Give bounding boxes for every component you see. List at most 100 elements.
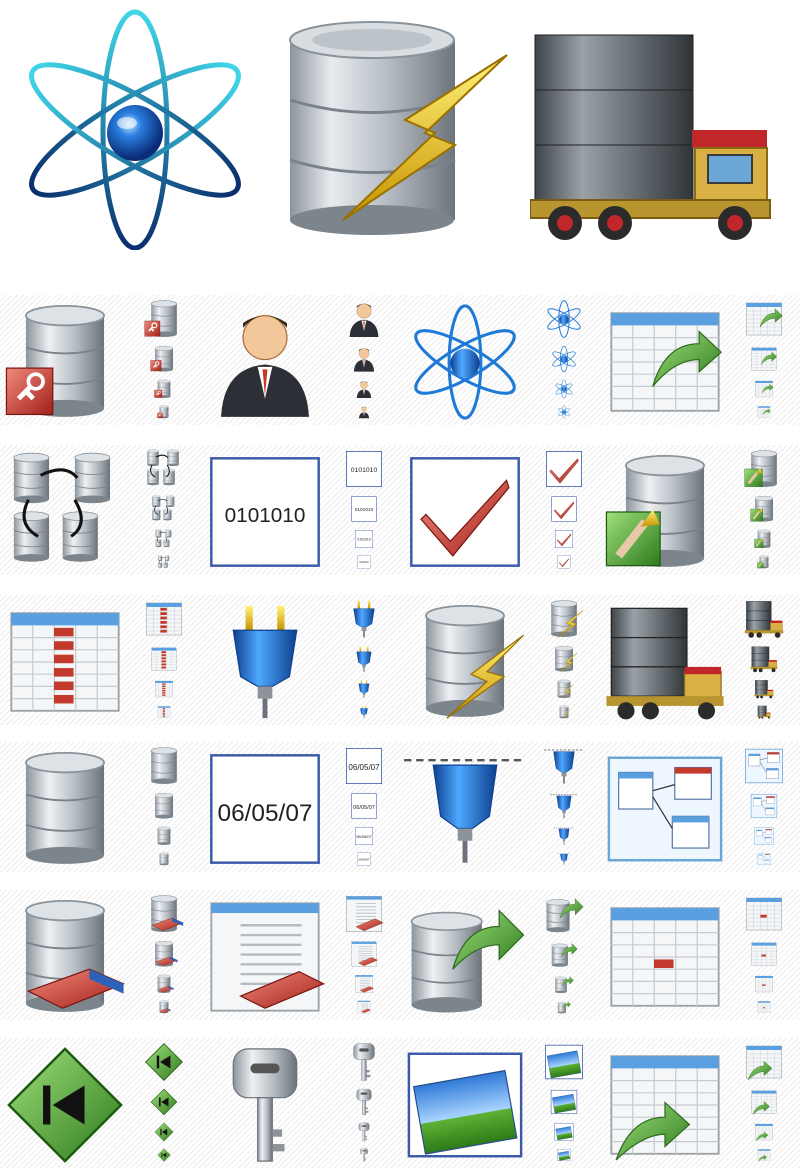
icon-cell: [600, 742, 800, 872]
key-icon: [232, 1048, 298, 1162]
table-column-icon: [155, 680, 173, 698]
icon-cell: [0, 890, 200, 1020]
database-lightning-icon: [559, 705, 571, 719]
binary-field-icon: 0101010: [351, 496, 377, 522]
icon-cell: [0, 1038, 200, 1168]
icon-cell: 06/05/07 06/05/07 06/05/07: [200, 742, 400, 872]
database-export-icon: [557, 1001, 571, 1014]
database-connect-icon: [757, 555, 769, 569]
checkbox-checked-icon: [557, 555, 571, 569]
database-icon: [157, 826, 171, 845]
calendar-table-icon: [610, 907, 720, 1007]
table-column-icon: [157, 706, 171, 718]
user-business-icon: [221, 315, 309, 417]
picture-icon: [550, 1089, 578, 1115]
database-erase-icon: [154, 940, 178, 967]
svg-text:06/05/07: 06/05/07: [356, 834, 372, 839]
navigate-first-icon: [7, 1047, 123, 1163]
icon-cell: [600, 445, 800, 575]
key-icon: [358, 1122, 370, 1142]
database-key-icon: [144, 300, 178, 337]
date-field-icon: 06/05/07: [357, 852, 371, 866]
table-column-icon: [146, 602, 182, 636]
icon-cell: [600, 595, 800, 725]
document-erase-icon: [357, 1000, 371, 1014]
calendar-table-icon: [751, 942, 777, 966]
date-field-icon: 06/05/07: [355, 827, 373, 845]
database-export-icon: [555, 976, 574, 994]
database-connect-icon: [754, 529, 771, 548]
database-erase-icon: [25, 899, 126, 1012]
table-export-partial-icon: [746, 1045, 782, 1081]
plug-connected-icon: [550, 794, 578, 819]
table-export-icon: [610, 312, 723, 412]
calendar-table-icon: [755, 975, 773, 993]
checkbox-checked-icon: [546, 451, 582, 487]
table-column-icon: [151, 647, 177, 671]
binary-field-icon: 0101010: [346, 451, 382, 487]
diagram-icon: [745, 748, 783, 784]
svg-text:06/05/07: 06/05/07: [359, 857, 370, 861]
user-business-icon: [353, 348, 375, 372]
icon-cell: [0, 595, 200, 725]
plug-icon: [353, 600, 375, 638]
database-connect-icon: [744, 450, 778, 487]
database-erase-icon: [157, 974, 174, 993]
database-network-icon: [152, 495, 175, 521]
svg-text:0101010: 0101010: [351, 467, 378, 474]
user-business-icon: [349, 303, 379, 337]
plug-icon: [360, 705, 368, 719]
icon-cell: [200, 890, 400, 1020]
database-lightning-icon: [550, 600, 584, 638]
diagram-icon: [750, 793, 778, 819]
user-business-icon: [356, 381, 372, 398]
icon-row: [0, 595, 800, 725]
icon-row: [0, 890, 800, 1020]
svg-text:0101010: 0101010: [225, 504, 306, 527]
svg-text:0101010: 0101010: [357, 538, 370, 542]
icon-cell: [400, 890, 600, 1020]
icon-cell: [200, 1038, 400, 1168]
database-truck-icon: [606, 607, 724, 720]
database-truck-icon: [530, 34, 771, 240]
icon-cell: [400, 1038, 600, 1168]
icon-cell: [600, 295, 800, 425]
table-export-icon: [757, 406, 771, 418]
table-export-partial-icon: [610, 1055, 720, 1161]
icon-cell: 0101010 0101010 0101010: [200, 445, 400, 575]
atom-icon: [552, 345, 576, 373]
date-field-icon: 06/05/07: [351, 793, 377, 819]
document-erase-icon: [210, 902, 326, 1012]
database-connect-icon: [605, 454, 705, 567]
database-icon: [159, 852, 169, 866]
icon-cell: [0, 445, 200, 575]
table-export-partial-icon: [755, 1123, 773, 1142]
picture-icon: [554, 1123, 574, 1141]
calendar-table-icon: [746, 897, 782, 931]
svg-text:0101010: 0101010: [355, 507, 374, 513]
database-network-icon: [13, 452, 111, 562]
diagram-icon: [757, 852, 771, 866]
icon-cell: [600, 1038, 800, 1168]
database-network-icon: [155, 529, 172, 548]
database-icon: [154, 792, 174, 819]
picture-icon: [545, 1044, 583, 1080]
table-export-partial-icon: [751, 1090, 777, 1115]
database-export-icon: [551, 943, 578, 967]
document-erase-icon: [355, 975, 374, 993]
plug-icon: [232, 605, 298, 719]
table-export-partial-icon: [757, 1149, 771, 1162]
database-key-icon: [154, 379, 171, 398]
picture-icon: [557, 1148, 571, 1162]
binary-field-icon: 0101010: [357, 555, 371, 569]
svg-text:0101010: 0101010: [359, 561, 369, 564]
date-field-icon: 06/05/07: [210, 754, 320, 864]
svg-text:06/05/07: 06/05/07: [353, 805, 375, 811]
database-network-icon: [147, 449, 179, 486]
atom-icon: [555, 379, 573, 399]
database-erase-icon: [159, 1000, 171, 1014]
icon-cell: [0, 742, 200, 872]
database-icon: [150, 747, 178, 784]
database-truck-icon: [757, 705, 771, 719]
user-business-icon: [358, 406, 370, 419]
